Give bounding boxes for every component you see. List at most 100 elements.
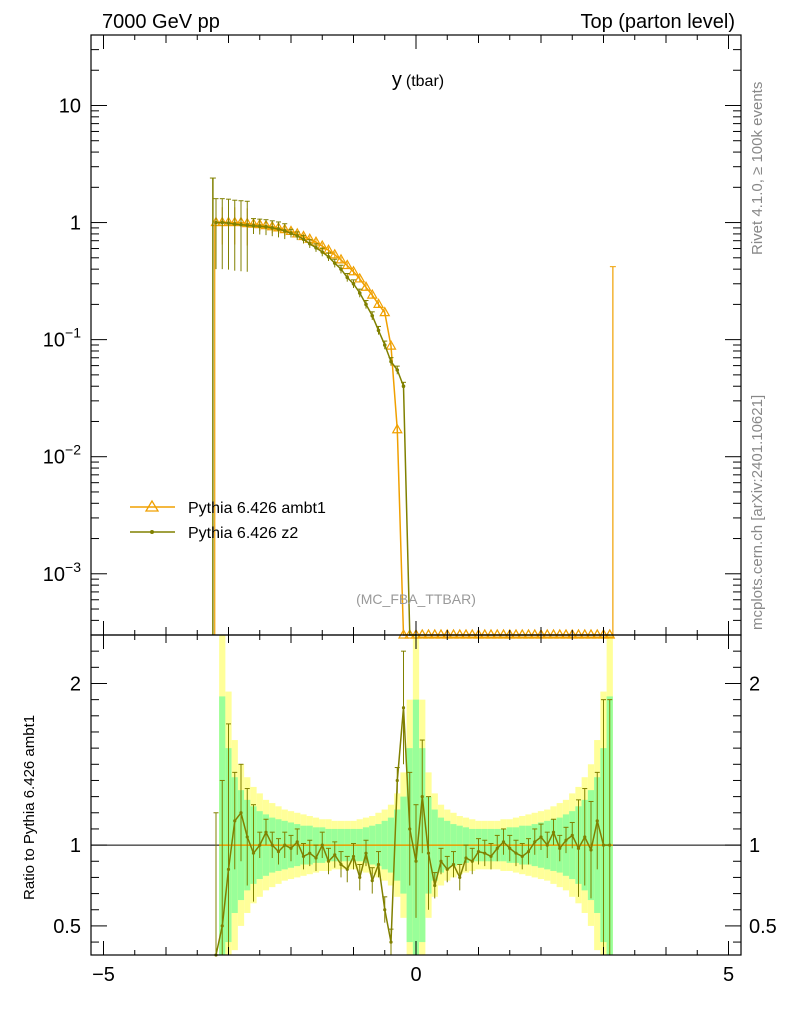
ambt1-floor-marker [498, 628, 509, 638]
z2-marker [401, 384, 406, 389]
z2-marker [314, 245, 318, 250]
z2-marker [239, 222, 243, 227]
z2-ratio-marker [583, 835, 587, 839]
z2-ratio-marker [464, 856, 468, 860]
z2-ratio-marker [370, 879, 374, 883]
z2-ratio-marker [270, 843, 274, 847]
legend-label-ambt1: Pythia 6.426 ambt1 [188, 500, 326, 517]
y-tick-label: 10−2 [43, 442, 81, 469]
z2-marker [320, 250, 325, 254]
rivet-label: Rivet 4.1.0, ≥ 100k events [749, 82, 766, 255]
ambt1-line [216, 221, 610, 636]
z2-marker [251, 223, 256, 228]
z2-marker [364, 302, 368, 307]
z2-marker [214, 220, 218, 225]
z2-ratio-marker [545, 843, 549, 847]
z2-ratio-marker [401, 706, 406, 710]
y-tick-label: 1 [70, 213, 81, 235]
ambt1-floor-marker [542, 628, 553, 638]
z2-ratio-marker [595, 819, 599, 823]
ratio-y-tick-label-left: 2 [70, 673, 81, 695]
z2-ratio-marker [539, 835, 543, 839]
z2-ratio-marker [276, 849, 281, 854]
analysis-label: (MC_FBA_TTBAR) [356, 591, 476, 607]
z2-line [216, 221, 416, 636]
x-tick-label: −5 [92, 964, 115, 986]
plot-title-main: y [392, 69, 402, 91]
ambt1-floor-marker [579, 628, 590, 638]
z2-ratio-line [215, 707, 610, 956]
z2-marker [226, 221, 231, 225]
z2-marker [332, 261, 337, 265]
ambt1-floor-marker [554, 628, 565, 638]
z2-ratio-marker [314, 856, 318, 860]
z2-ratio-marker [283, 843, 287, 847]
z2-ratio-marker [376, 862, 381, 867]
z2-ratio-marker [458, 875, 462, 880]
z2-ratio-marker [501, 840, 506, 844]
z2-ratio-marker [451, 862, 456, 867]
z2-ratio-marker [445, 867, 449, 871]
z2-ratio-marker [264, 830, 268, 834]
ratio-y-tick-label-right: 1 [749, 835, 760, 857]
z2-ratio-marker [233, 819, 237, 823]
z2-ratio-marker [414, 859, 418, 863]
z2-ratio-marker [258, 843, 262, 847]
x-tick-label: 5 [723, 964, 734, 986]
header-right: Top (parton level) [580, 11, 735, 33]
z2-ratio-marker [358, 875, 362, 880]
x-tick-label: 0 [410, 964, 421, 986]
ambt1-marker [404, 628, 416, 639]
z2-ratio-marker [514, 851, 518, 855]
ratio-y-tick-label-right: 0.5 [749, 916, 777, 938]
ambt1-marker [397, 628, 410, 639]
legend: Pythia 6.426 ambt1 Pythia 6.426 z2 [130, 499, 326, 542]
z2-ratio-marker [239, 811, 243, 815]
z2-ratio-marker [601, 843, 606, 847]
ambt1-marker [335, 253, 347, 264]
z2-marker [270, 226, 275, 230]
ratio-y-tick-label-left: 0.5 [53, 916, 81, 938]
z2-ratio-marker [289, 846, 293, 850]
ambt1-floor-marker [479, 628, 490, 638]
z2-ratio-marker [508, 846, 512, 850]
ambt1-floor-marker [423, 628, 434, 638]
legend-entry-ambt1: Pythia 6.426 ambt1 [130, 499, 326, 517]
z2-ratio-marker [383, 908, 387, 912]
z2-ratio-marker [320, 843, 324, 847]
z2-ratio-marker [526, 849, 531, 854]
z2-ratio-marker [608, 843, 612, 847]
ambt1-floor-marker [586, 628, 596, 638]
z2-marker [370, 313, 375, 318]
plot-title: y (tbar) [392, 69, 444, 91]
z2-ratio-marker [395, 778, 399, 783]
z2-ratio-marker [495, 846, 499, 850]
z2-ratio-marker [339, 862, 343, 867]
z2-marker [245, 223, 250, 227]
z2-ratio-marker [408, 827, 412, 831]
z2-ratio-marker [570, 833, 574, 838]
z2-ratio-marker [589, 848, 593, 852]
z2-ratio-marker [364, 851, 368, 855]
z2-ratio-marker [576, 846, 581, 850]
z2-ratio-marker [220, 924, 224, 928]
z2-marker [395, 368, 400, 372]
legend-entry-z2: Pythia 6.426 z2 [130, 525, 298, 542]
z2-ratio-marker [420, 795, 424, 799]
ambt1-marker [360, 281, 372, 291]
legend-marker-triangle [144, 499, 160, 512]
ambt1-floor-marker [604, 628, 615, 638]
ambt1-floor-marker [436, 628, 446, 638]
z2-marker [382, 343, 387, 347]
header-left: 7000 GeV pp [102, 11, 220, 33]
z2-ratio-marker [439, 859, 443, 863]
z2-marker [326, 254, 331, 259]
z2-ratio-marker [245, 835, 249, 839]
z2-marker [357, 291, 362, 295]
z2-marker [276, 227, 281, 231]
ambt1-floor-marker [592, 628, 603, 638]
z2-ratio-marker [489, 854, 493, 859]
ambt1-marker [329, 248, 341, 259]
z2-marker [389, 359, 393, 364]
